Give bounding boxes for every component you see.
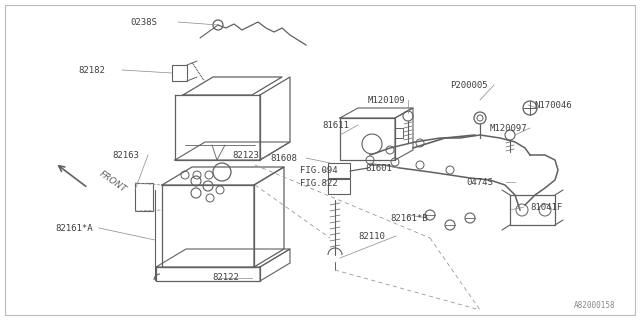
Text: FIG.822: FIG.822 — [300, 179, 338, 188]
Text: 82163: 82163 — [112, 150, 139, 159]
Bar — [395, 128, 403, 138]
Text: 0474S: 0474S — [466, 178, 493, 187]
Text: M120097: M120097 — [490, 124, 527, 132]
Bar — [328, 163, 350, 178]
Bar — [135, 183, 153, 211]
Text: A82000158: A82000158 — [573, 300, 615, 309]
Text: 82161*B: 82161*B — [390, 213, 428, 222]
Text: 81611: 81611 — [322, 121, 349, 130]
Text: 81608: 81608 — [270, 154, 297, 163]
Text: FIG.094: FIG.094 — [300, 165, 338, 174]
Text: 82161*A: 82161*A — [55, 223, 93, 233]
Text: M120109: M120109 — [368, 95, 406, 105]
Text: P200005: P200005 — [450, 81, 488, 90]
Bar — [172, 65, 187, 81]
Text: N170046: N170046 — [534, 100, 572, 109]
Text: 81601: 81601 — [365, 164, 392, 172]
Text: 81041F: 81041F — [530, 203, 563, 212]
Text: 82123: 82123 — [232, 150, 259, 159]
Text: 82182: 82182 — [78, 66, 105, 75]
Text: 0238S: 0238S — [130, 18, 157, 27]
Text: 82122: 82122 — [212, 274, 239, 283]
Text: FRONT: FRONT — [98, 170, 129, 195]
Bar — [328, 179, 350, 194]
Text: 82110: 82110 — [358, 231, 385, 241]
